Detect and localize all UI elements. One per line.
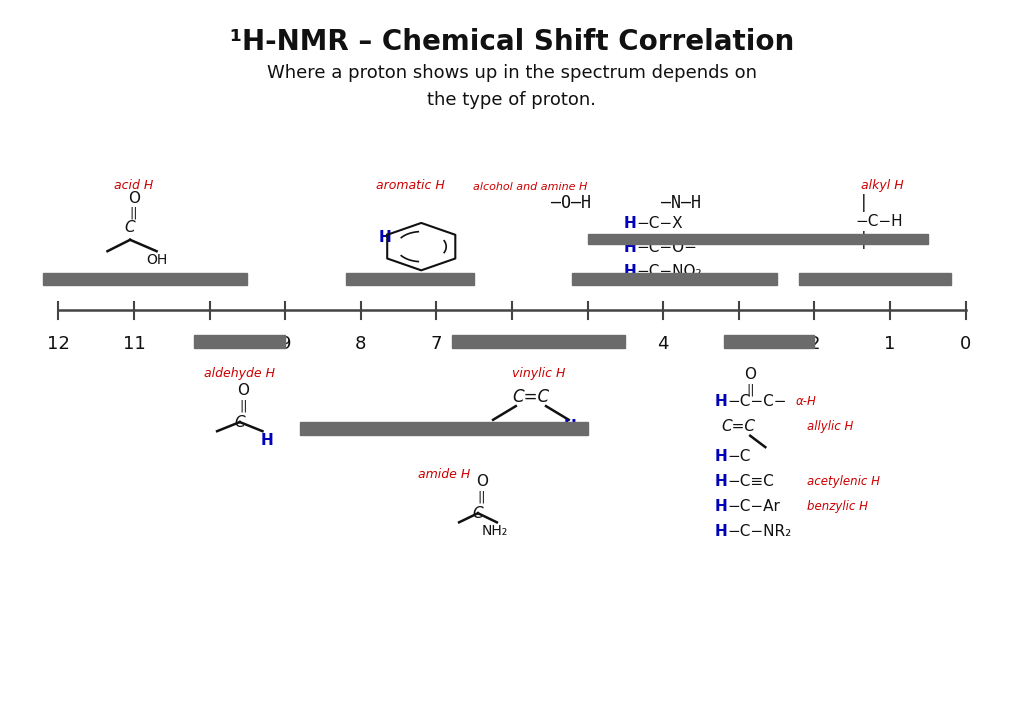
Text: ||: || [477,491,486,503]
Bar [346,273,474,286]
Text: alkyl H: alkyl H [861,179,904,192]
Text: O: O [238,383,250,398]
Text: α-H: α-H [796,395,816,408]
Text: ||: || [130,206,138,219]
Text: —O—H: —O—H [551,194,592,212]
Text: H: H [261,433,273,448]
Bar [572,273,776,286]
Text: −C: −C [727,449,751,464]
Text: 2: 2 [809,335,820,353]
Bar [588,234,928,244]
Text: H: H [715,524,727,539]
Text: H: H [715,394,727,409]
Text: −C−O−: −C−O− [637,240,697,255]
Text: O: O [744,367,756,382]
Text: 9: 9 [280,335,291,353]
Text: C: C [125,220,135,235]
Text: aromatic H: aromatic H [376,179,444,192]
Text: 3: 3 [733,335,744,353]
Text: H: H [563,419,577,434]
Text: H: H [624,240,637,255]
Text: 10: 10 [199,335,221,353]
Text: H: H [715,449,727,464]
Text: C: C [473,506,483,521]
Text: NH₂: NH₂ [482,525,508,538]
Bar [300,422,588,435]
Bar [800,273,950,286]
Text: —N—H: —N—H [662,194,701,212]
Bar [195,335,285,348]
Text: 5: 5 [582,335,593,353]
Text: −C−X: −C−X [637,216,683,231]
Text: H: H [624,216,637,231]
Text: 0: 0 [961,335,972,353]
Text: O: O [476,474,487,489]
Text: vinylic H: vinylic H [512,367,565,380]
Text: −C−H: −C−H [855,214,902,229]
Text: H: H [715,473,727,489]
Text: benzylic H: benzylic H [807,500,868,513]
Text: ||: || [745,383,755,397]
Text: 8: 8 [355,335,367,353]
Text: 6: 6 [506,335,518,353]
Text: acetylenic H: acetylenic H [807,475,880,488]
Text: |: | [861,231,866,248]
Bar [724,335,814,348]
Text: H: H [378,230,391,245]
Text: H: H [624,263,637,278]
Text: amide H: amide H [418,468,470,481]
Text: Where a proton shows up in the spectrum depends on
the type of proton.: Where a proton shows up in the spectrum … [267,64,757,109]
Text: OH: OH [146,253,168,267]
Text: allylic H: allylic H [807,420,853,433]
Text: C: C [234,415,245,430]
Text: −C−C−: −C−C− [727,394,787,409]
Text: 4: 4 [657,335,669,353]
Text: −C−NO₂: −C−NO₂ [637,263,702,278]
Text: −C≡C: −C≡C [727,473,774,489]
Text: |: | [861,194,866,212]
Bar [452,335,626,348]
Text: C=C: C=C [722,419,756,434]
Text: H: H [715,499,727,514]
Text: 7: 7 [431,335,442,353]
Text: acid H: acid H [115,179,154,192]
Text: O: O [128,191,140,206]
Text: aldehyde H: aldehyde H [204,367,275,380]
Text: 1: 1 [885,335,896,353]
Text: ||: || [240,399,248,412]
Text: −C−NR₂: −C−NR₂ [727,524,792,539]
Text: ¹H-NMR – Chemical Shift Correlation: ¹H-NMR – Chemical Shift Correlation [229,28,795,56]
Text: 11: 11 [123,335,145,353]
Text: alcohol and amine H: alcohol and amine H [473,182,588,192]
Text: C=C: C=C [512,388,550,406]
Text: 12: 12 [47,335,70,353]
Bar [43,273,248,286]
Text: −C−Ar: −C−Ar [727,499,780,514]
